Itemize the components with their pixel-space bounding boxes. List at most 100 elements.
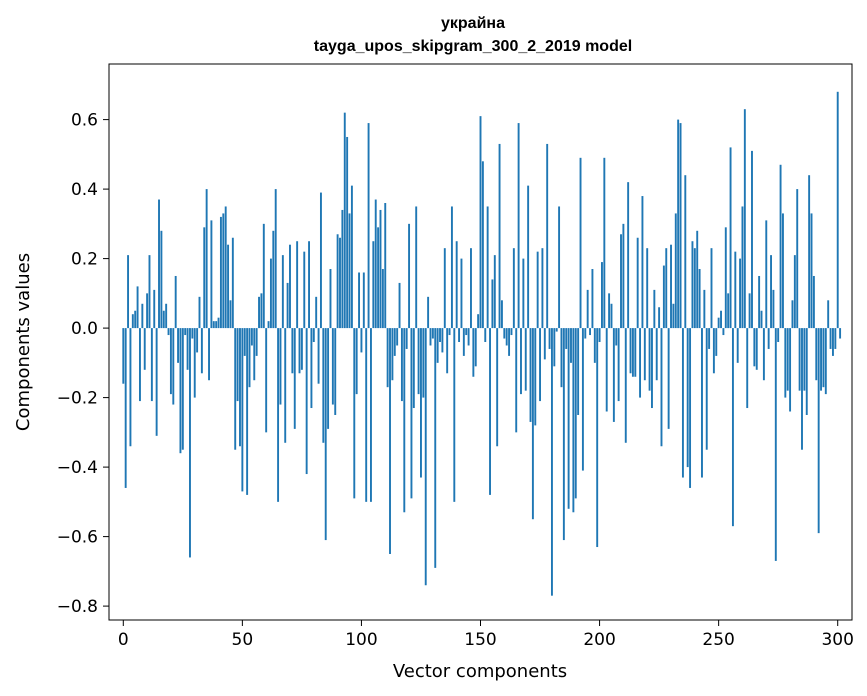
x-axis-label: Vector components [393,661,567,682]
bar-185 [562,328,565,541]
bar-22 [174,275,177,329]
bar-160 [503,328,506,339]
bar-122 [412,328,415,409]
bar-265 [753,328,756,367]
bar-110 [384,203,387,329]
bar-159 [500,300,503,329]
bar-206 [612,328,615,422]
bar-283 [796,189,799,329]
bar-83 [319,192,322,329]
bar-30 [193,328,196,398]
bar-230 [670,244,672,329]
bar-172 [531,328,534,520]
bar-26 [184,328,187,336]
bar-4 [131,314,134,329]
bar-29 [191,328,194,339]
bar-8 [141,303,144,329]
x-tick-label-300: 300 [821,630,853,650]
bar-120 [408,223,411,329]
x-tick-label-50: 50 [232,630,254,650]
bar-270 [765,220,768,329]
bar-276 [779,164,782,329]
bar-217 [639,328,642,398]
bar-169 [524,328,527,391]
ticks-layer: 0 50 100 150 200 250 300 −0.8 −0.6 −0.4 −0.2 0.0 0.2… [57,111,854,650]
bar-88 [331,328,334,405]
y-tick-label-1: −0.6 [57,528,98,548]
bar-0 [122,328,125,384]
bar-13 [153,289,156,329]
bar-75 [300,328,303,370]
bar-291 [815,328,818,381]
bar-68 [284,328,287,443]
bars-layer [122,91,842,596]
bar-289 [810,213,813,329]
bar-288 [808,175,811,329]
bar-132 [436,328,439,363]
bar-187 [567,328,570,509]
bar-144 [465,328,468,336]
bar-223 [653,289,656,329]
bar-118 [403,328,406,513]
bar-211 [624,328,627,443]
bar-242 [698,269,701,329]
bar-300 [836,91,839,329]
bar-91 [339,237,341,329]
bar-203 [605,328,608,412]
bar-232 [674,213,677,329]
bar-205 [610,303,613,329]
bar-259 [739,258,742,329]
bar-177 [543,328,546,360]
bar-12 [150,328,153,402]
bar-192 [579,157,582,329]
bar-99 [358,272,361,329]
bar-64 [274,189,277,329]
bar-221 [648,328,651,391]
bar-124 [417,328,420,395]
bar-147 [472,328,475,377]
bar-189 [572,328,575,513]
bar-227 [662,265,665,329]
bar-191 [577,328,580,415]
y-tick-label-7: 0.6 [71,111,98,131]
y-axis-label: Components values [13,253,34,431]
bar-31 [196,328,199,353]
bar-195 [586,289,589,329]
bar-216 [636,237,639,329]
bar-248 [712,328,715,374]
bar-46 [231,237,234,329]
bar-173 [534,328,537,426]
bar-33 [200,328,203,374]
bar-261 [743,109,746,329]
bar-73 [296,241,299,329]
bar-109 [381,269,384,329]
bar-234 [679,123,682,329]
bar-70 [289,244,291,329]
bar-100 [360,328,363,353]
bar-243 [701,328,703,478]
x-tick-label-100: 100 [345,630,377,650]
bar-74 [298,328,301,374]
bar-263 [748,293,751,329]
chart-title-line2: tayga_upos_skipgram_300_2_2019 model [314,38,632,55]
bar-10 [146,293,149,329]
bar-150 [479,116,482,329]
bar-299 [834,328,837,349]
bar-108 [379,209,382,329]
bar-24 [179,328,182,454]
bar-15 [158,199,160,329]
bar-14 [155,328,158,436]
bar-112 [389,328,391,554]
bar-16 [160,230,163,329]
y-tick-label-2: −0.4 [57,458,98,478]
bar-238 [689,328,692,488]
bar-254 [727,293,730,329]
bar-165 [515,328,518,433]
bar-229 [667,328,670,429]
bar-27 [186,328,189,370]
bar-98 [355,328,358,395]
plot-frame [108,63,853,621]
bar-128 [427,296,430,329]
bar-116 [398,282,401,329]
bar-55 [253,328,256,381]
